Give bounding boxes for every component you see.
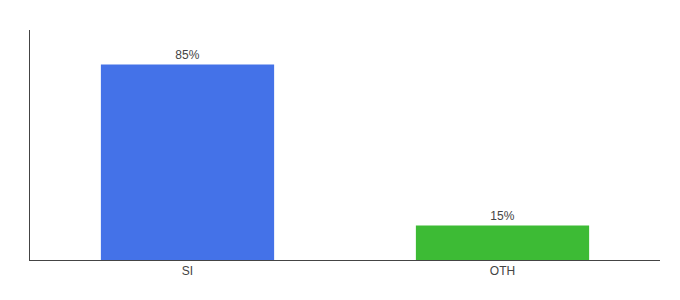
svg-text:SI: SI [182,264,193,278]
svg-text:OTH: OTH [490,264,515,278]
svg-text:85%: 85% [175,48,199,62]
svg-text:15%: 15% [490,209,514,223]
